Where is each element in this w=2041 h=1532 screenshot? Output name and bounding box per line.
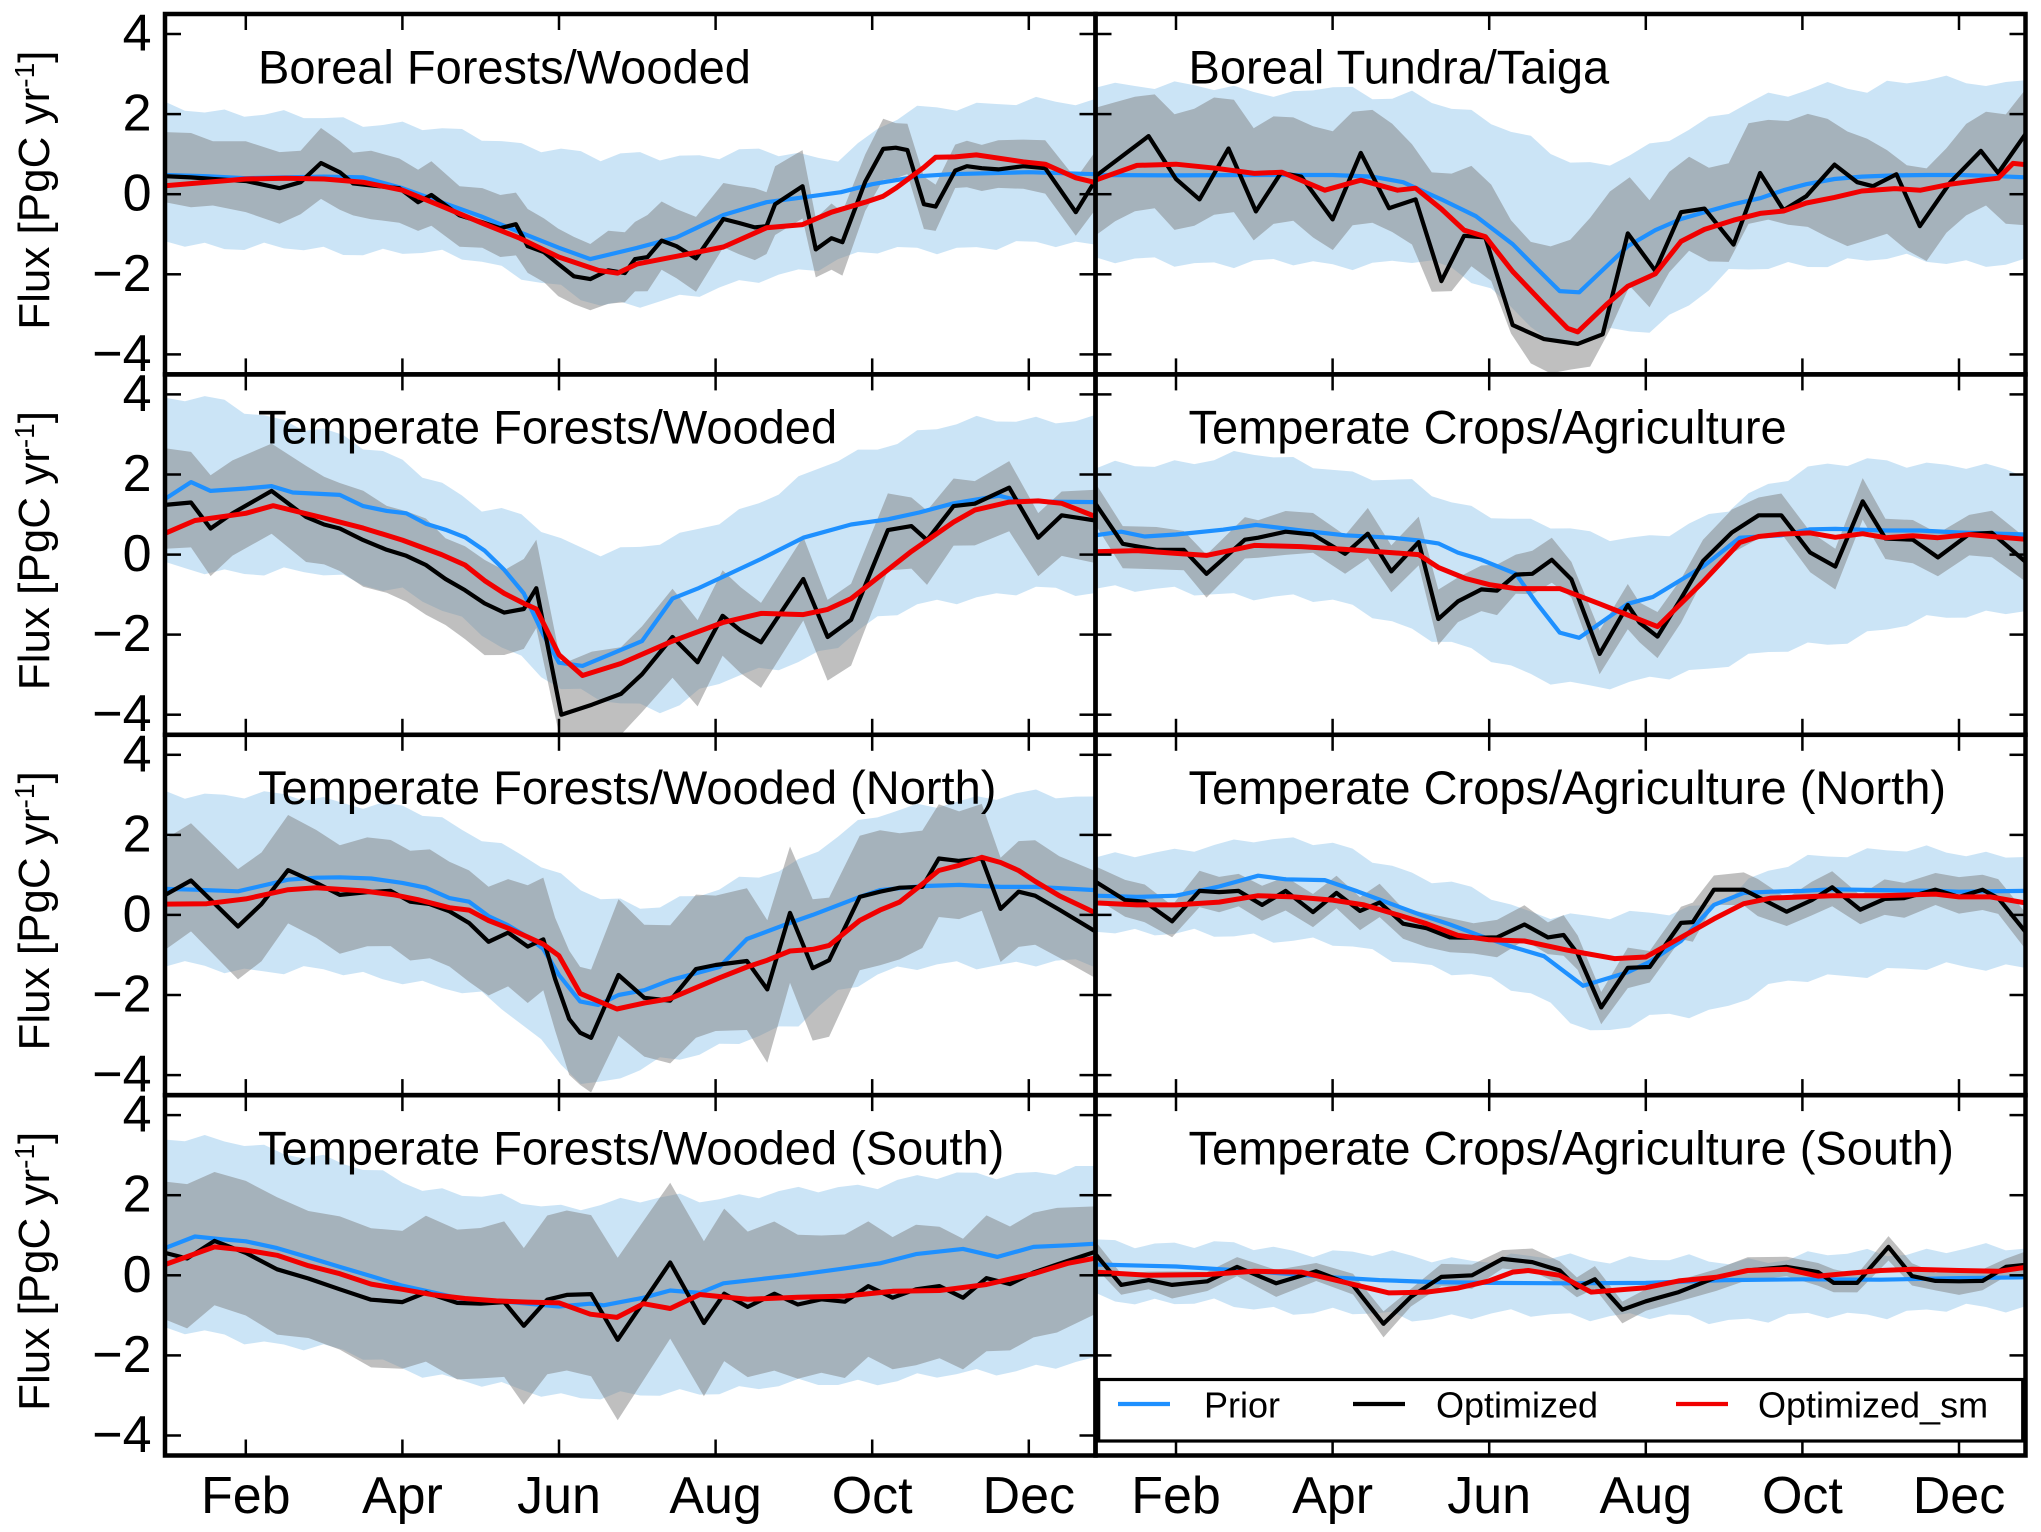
svg-text:Jun: Jun [1447, 1467, 1531, 1525]
svg-text:−2: −2 [92, 1326, 151, 1384]
svg-text:0: 0 [123, 525, 152, 583]
svg-text:2: 2 [123, 805, 152, 863]
svg-text:2: 2 [123, 1166, 152, 1224]
svg-text:−2: −2 [92, 966, 151, 1024]
svg-text:2: 2 [123, 445, 152, 503]
svg-text:Optimized: Optimized [1436, 1385, 1598, 1426]
svg-text:0: 0 [123, 1246, 152, 1304]
svg-text:Flux [PgC yr-1]: Flux [PgC yr-1] [9, 411, 59, 690]
svg-text:4: 4 [123, 1086, 152, 1144]
svg-text:Boreal Tundra/Taiga: Boreal Tundra/Taiga [1189, 40, 1611, 93]
svg-text:−4: −4 [92, 325, 151, 383]
svg-text:Temperate Forests/Wooded (Sout: Temperate Forests/Wooded (South) [258, 1121, 1004, 1174]
svg-text:−4: −4 [92, 1046, 151, 1104]
svg-text:Flux [PgC yr-1]: Flux [PgC yr-1] [9, 771, 59, 1050]
svg-text:0: 0 [123, 165, 152, 223]
svg-text:Boreal Forests/Wooded: Boreal Forests/Wooded [258, 40, 751, 93]
svg-text:Dec: Dec [1913, 1467, 2005, 1525]
svg-text:Temperate Crops/Agriculture (S: Temperate Crops/Agriculture (South) [1189, 1121, 1954, 1174]
svg-text:Oct: Oct [1762, 1467, 1843, 1525]
svg-text:Feb: Feb [201, 1467, 291, 1525]
svg-text:Temperate Crops/Agriculture: Temperate Crops/Agriculture [1189, 401, 1787, 454]
svg-text:2: 2 [123, 85, 152, 143]
svg-text:0: 0 [123, 885, 152, 943]
svg-text:−4: −4 [92, 1406, 151, 1464]
svg-text:Apr: Apr [1292, 1467, 1373, 1525]
svg-text:4: 4 [123, 5, 152, 63]
svg-text:Flux [PgC yr-1]: Flux [PgC yr-1] [9, 51, 59, 330]
svg-text:Prior: Prior [1204, 1385, 1280, 1426]
svg-text:Jun: Jun [517, 1467, 601, 1525]
svg-text:4: 4 [123, 365, 152, 423]
svg-text:Optimized_sm: Optimized_sm [1758, 1385, 1988, 1426]
svg-text:−2: −2 [92, 245, 151, 303]
svg-text:Dec: Dec [983, 1467, 1075, 1525]
svg-text:Aug: Aug [1600, 1467, 1693, 1525]
svg-text:Apr: Apr [362, 1467, 443, 1525]
svg-text:Temperate Forests/Wooded: Temperate Forests/Wooded [258, 401, 837, 454]
svg-text:Aug: Aug [669, 1467, 762, 1525]
svg-text:Oct: Oct [832, 1467, 913, 1525]
svg-text:Feb: Feb [1131, 1467, 1221, 1525]
svg-text:−2: −2 [92, 605, 151, 663]
svg-text:−4: −4 [92, 685, 151, 743]
svg-text:4: 4 [123, 725, 152, 783]
svg-text:Flux [PgC yr-1]: Flux [PgC yr-1] [9, 1132, 59, 1411]
svg-text:Temperate Forests/Wooded (Nort: Temperate Forests/Wooded (North) [258, 761, 996, 814]
svg-text:Temperate Crops/Agriculture (N: Temperate Crops/Agriculture (North) [1189, 761, 1947, 814]
